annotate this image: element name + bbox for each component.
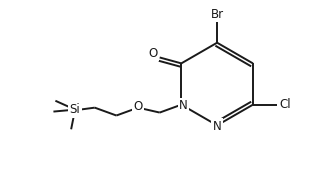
- Text: N: N: [213, 120, 221, 133]
- Text: Cl: Cl: [280, 98, 291, 111]
- Text: N: N: [179, 99, 188, 112]
- Text: Br: Br: [211, 8, 224, 21]
- Text: Si: Si: [70, 103, 81, 116]
- Text: O: O: [133, 100, 143, 113]
- Text: O: O: [148, 47, 157, 60]
